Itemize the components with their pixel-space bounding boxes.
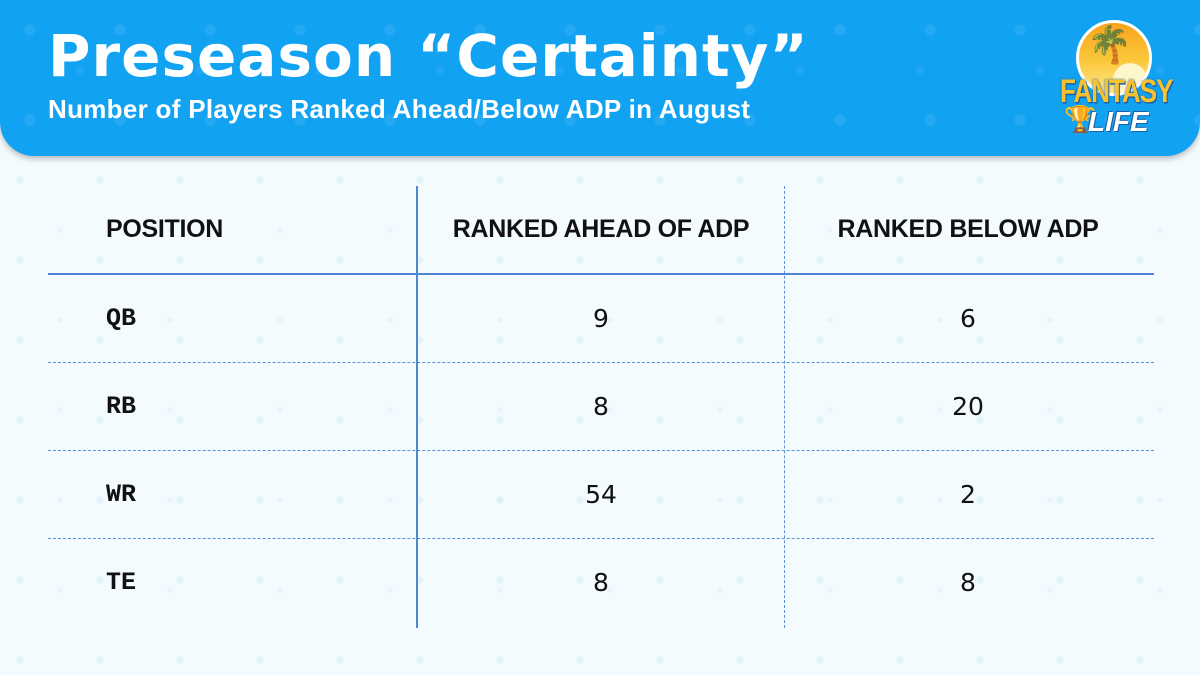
logo-fantasy-text: FANTASY [1060,72,1173,110]
sun-icon [1113,63,1147,93]
table-cell-ahead: 9 [593,304,609,333]
header-divider [48,273,1154,275]
table-cell-ahead: 8 [593,568,609,597]
page-title: Preseason “Certainty” [48,22,809,90]
table-cell-below: 6 [960,304,976,333]
table-row-position: TE [106,568,137,597]
table-row-position: WR [106,480,137,509]
trophy-icon: 🏆 [1064,104,1097,134]
table-cell-below: 20 [952,392,984,421]
column-divider-dashed [784,186,785,628]
table-row-position: RB [106,392,137,421]
column-header-ranked-ahead: RANKED AHEAD OF ADP [452,215,750,243]
fantasy-life-logo: 🌴 FANTASY 🏆 LIFE [1058,14,1173,137]
palm-tree-icon: 🌴 [1087,24,1132,65]
logo-life-text: LIFE [1088,106,1149,137]
table-cell-below: 8 [960,568,976,597]
table-cell-ahead: 8 [593,392,609,421]
header-banner: Preseason “Certainty” Number of Players … [0,0,1200,156]
row-divider [48,362,1154,363]
column-header-position: POSITION [106,215,224,243]
table-cell-below: 2 [960,480,976,509]
page-subtitle: Number of Players Ranked Ahead/Below ADP… [48,94,751,124]
row-divider [48,450,1154,451]
sunset-badge-icon: 🌴 [1076,20,1152,96]
table-cell-ahead: 54 [585,480,617,509]
row-divider [48,538,1154,539]
header-playbook-pattern [0,0,1200,156]
column-divider-solid [416,186,418,628]
table-row-position: QB [106,304,137,333]
column-header-ranked-below: RANKED BELOW ADP [837,215,1099,243]
adp-table: POSITION RANKED AHEAD OF ADP RANKED BELO… [48,186,1154,628]
